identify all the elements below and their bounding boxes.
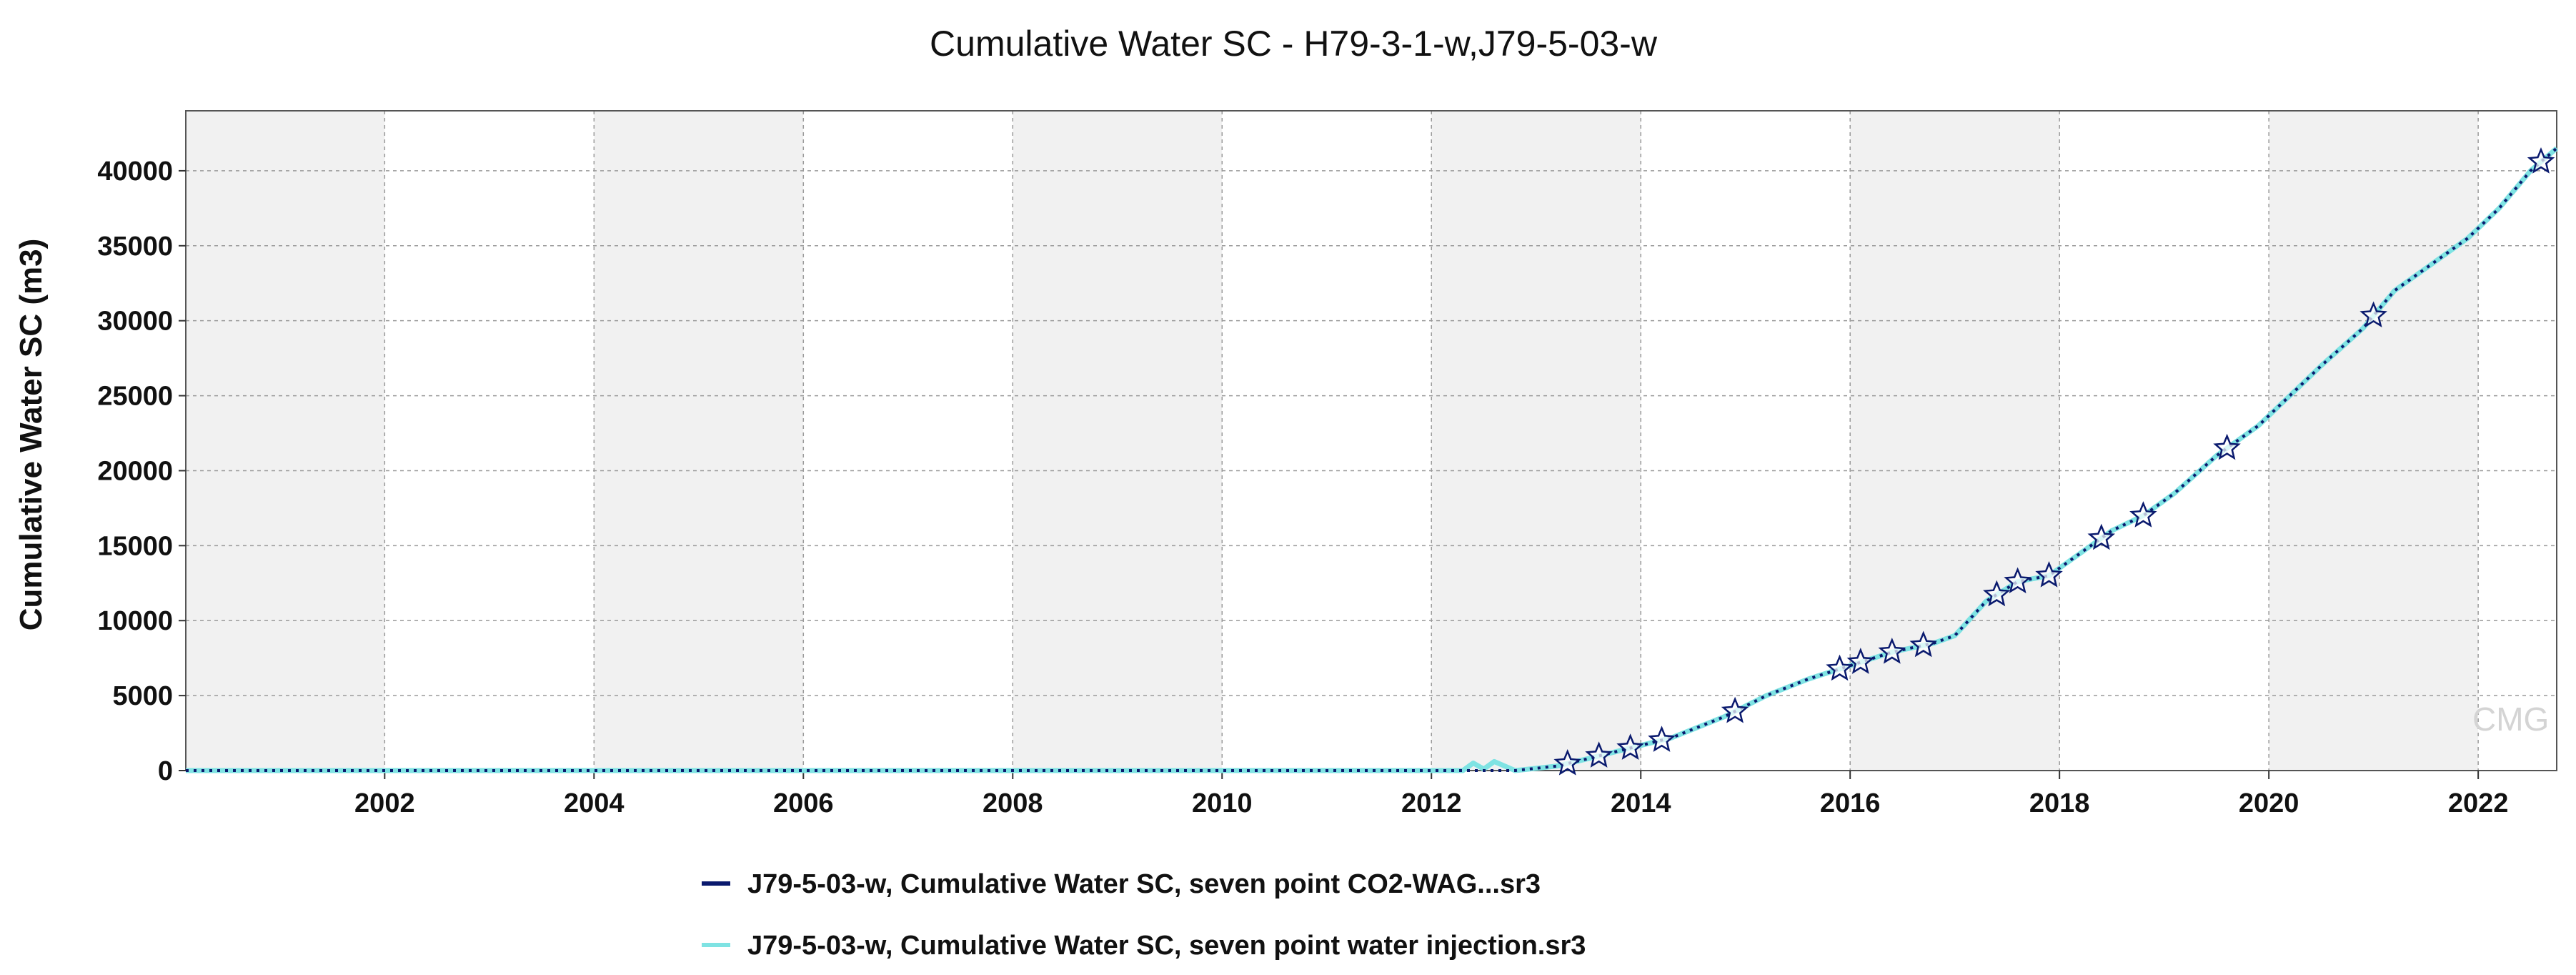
star-marker [1982, 580, 2011, 607]
x-tick-label: 2006 [773, 788, 834, 818]
x-tick-label: 2012 [1401, 788, 1462, 818]
x-tick-label: 2020 [2239, 788, 2299, 818]
y-tick-label: 30000 [97, 307, 173, 337]
shaded-band [1431, 111, 1641, 771]
y-tick-label: 35000 [97, 232, 173, 262]
star-marker [1846, 648, 1875, 674]
star-marker [1878, 638, 1906, 664]
y-tick-label: 15000 [97, 531, 173, 561]
chart-title: Cumulative Water SC - H79-3-1-w,J79-5-03… [930, 24, 1658, 64]
grid-lines [186, 111, 2557, 771]
shaded-band [186, 111, 385, 771]
star-marker [2087, 523, 2116, 550]
x-tick-label: 2018 [2029, 788, 2090, 818]
star-marker [2213, 433, 2241, 460]
x-axis-ticks: 2002 2004 2006 2008 2010 2012 2014 2016 2018 2020… [354, 771, 2508, 818]
y-tick-label: 25000 [97, 382, 173, 412]
y-tick-label: 20000 [97, 456, 173, 486]
star-marker [2359, 301, 2387, 328]
x-tick-label: 2016 [1820, 788, 1881, 818]
x-tick-label: 2014 [1611, 788, 1671, 818]
star-marker [2035, 561, 2063, 588]
y-tick-label: 0 [158, 756, 173, 786]
y-tick-label: 5000 [112, 681, 173, 711]
x-tick-label: 2004 [564, 788, 625, 818]
x-tick-label: 2008 [983, 788, 1043, 818]
plot-area [186, 111, 2557, 771]
x-tick-label: 2022 [2448, 788, 2509, 818]
y-tick-label: 40000 [97, 157, 173, 187]
cmg-watermark: CMG [2472, 701, 2549, 738]
legend-label-water-injection: J79-5-03-w, Cumulative Water SC, seven p… [747, 931, 1586, 961]
y-axis-label: Cumulative Water SC (m3) [14, 239, 49, 630]
x-tick-label: 2002 [354, 788, 415, 818]
x-tick-label: 2010 [1192, 788, 1253, 818]
star-marker [1909, 630, 1938, 658]
star-marker [1826, 654, 1854, 681]
plot-background [186, 111, 2557, 771]
star-marker [2527, 147, 2555, 174]
legend-label-co2-wag: J79-5-03-w, Cumulative Water SC, seven p… [747, 869, 1541, 899]
star-markers [1553, 147, 2555, 776]
star-marker [1585, 741, 1613, 768]
shaded-band [2269, 111, 2479, 771]
y-axis-ticks: 0 5000 10000 15000 20000 25000 30000 35000 40000 [97, 157, 186, 786]
shaded-band [1850, 111, 2060, 771]
y-tick-label: 10000 [97, 606, 173, 636]
star-marker [1648, 726, 1676, 752]
shaded-band [1013, 111, 1223, 771]
shaded-band [594, 111, 804, 771]
star-marker [2004, 567, 2032, 594]
star-marker [1616, 733, 1644, 760]
star-marker [1553, 748, 1581, 776]
star-marker [2129, 501, 2157, 528]
legend: J79-5-03-w, Cumulative Water SC, seven p… [702, 869, 1586, 961]
star-marker [1721, 696, 1749, 723]
